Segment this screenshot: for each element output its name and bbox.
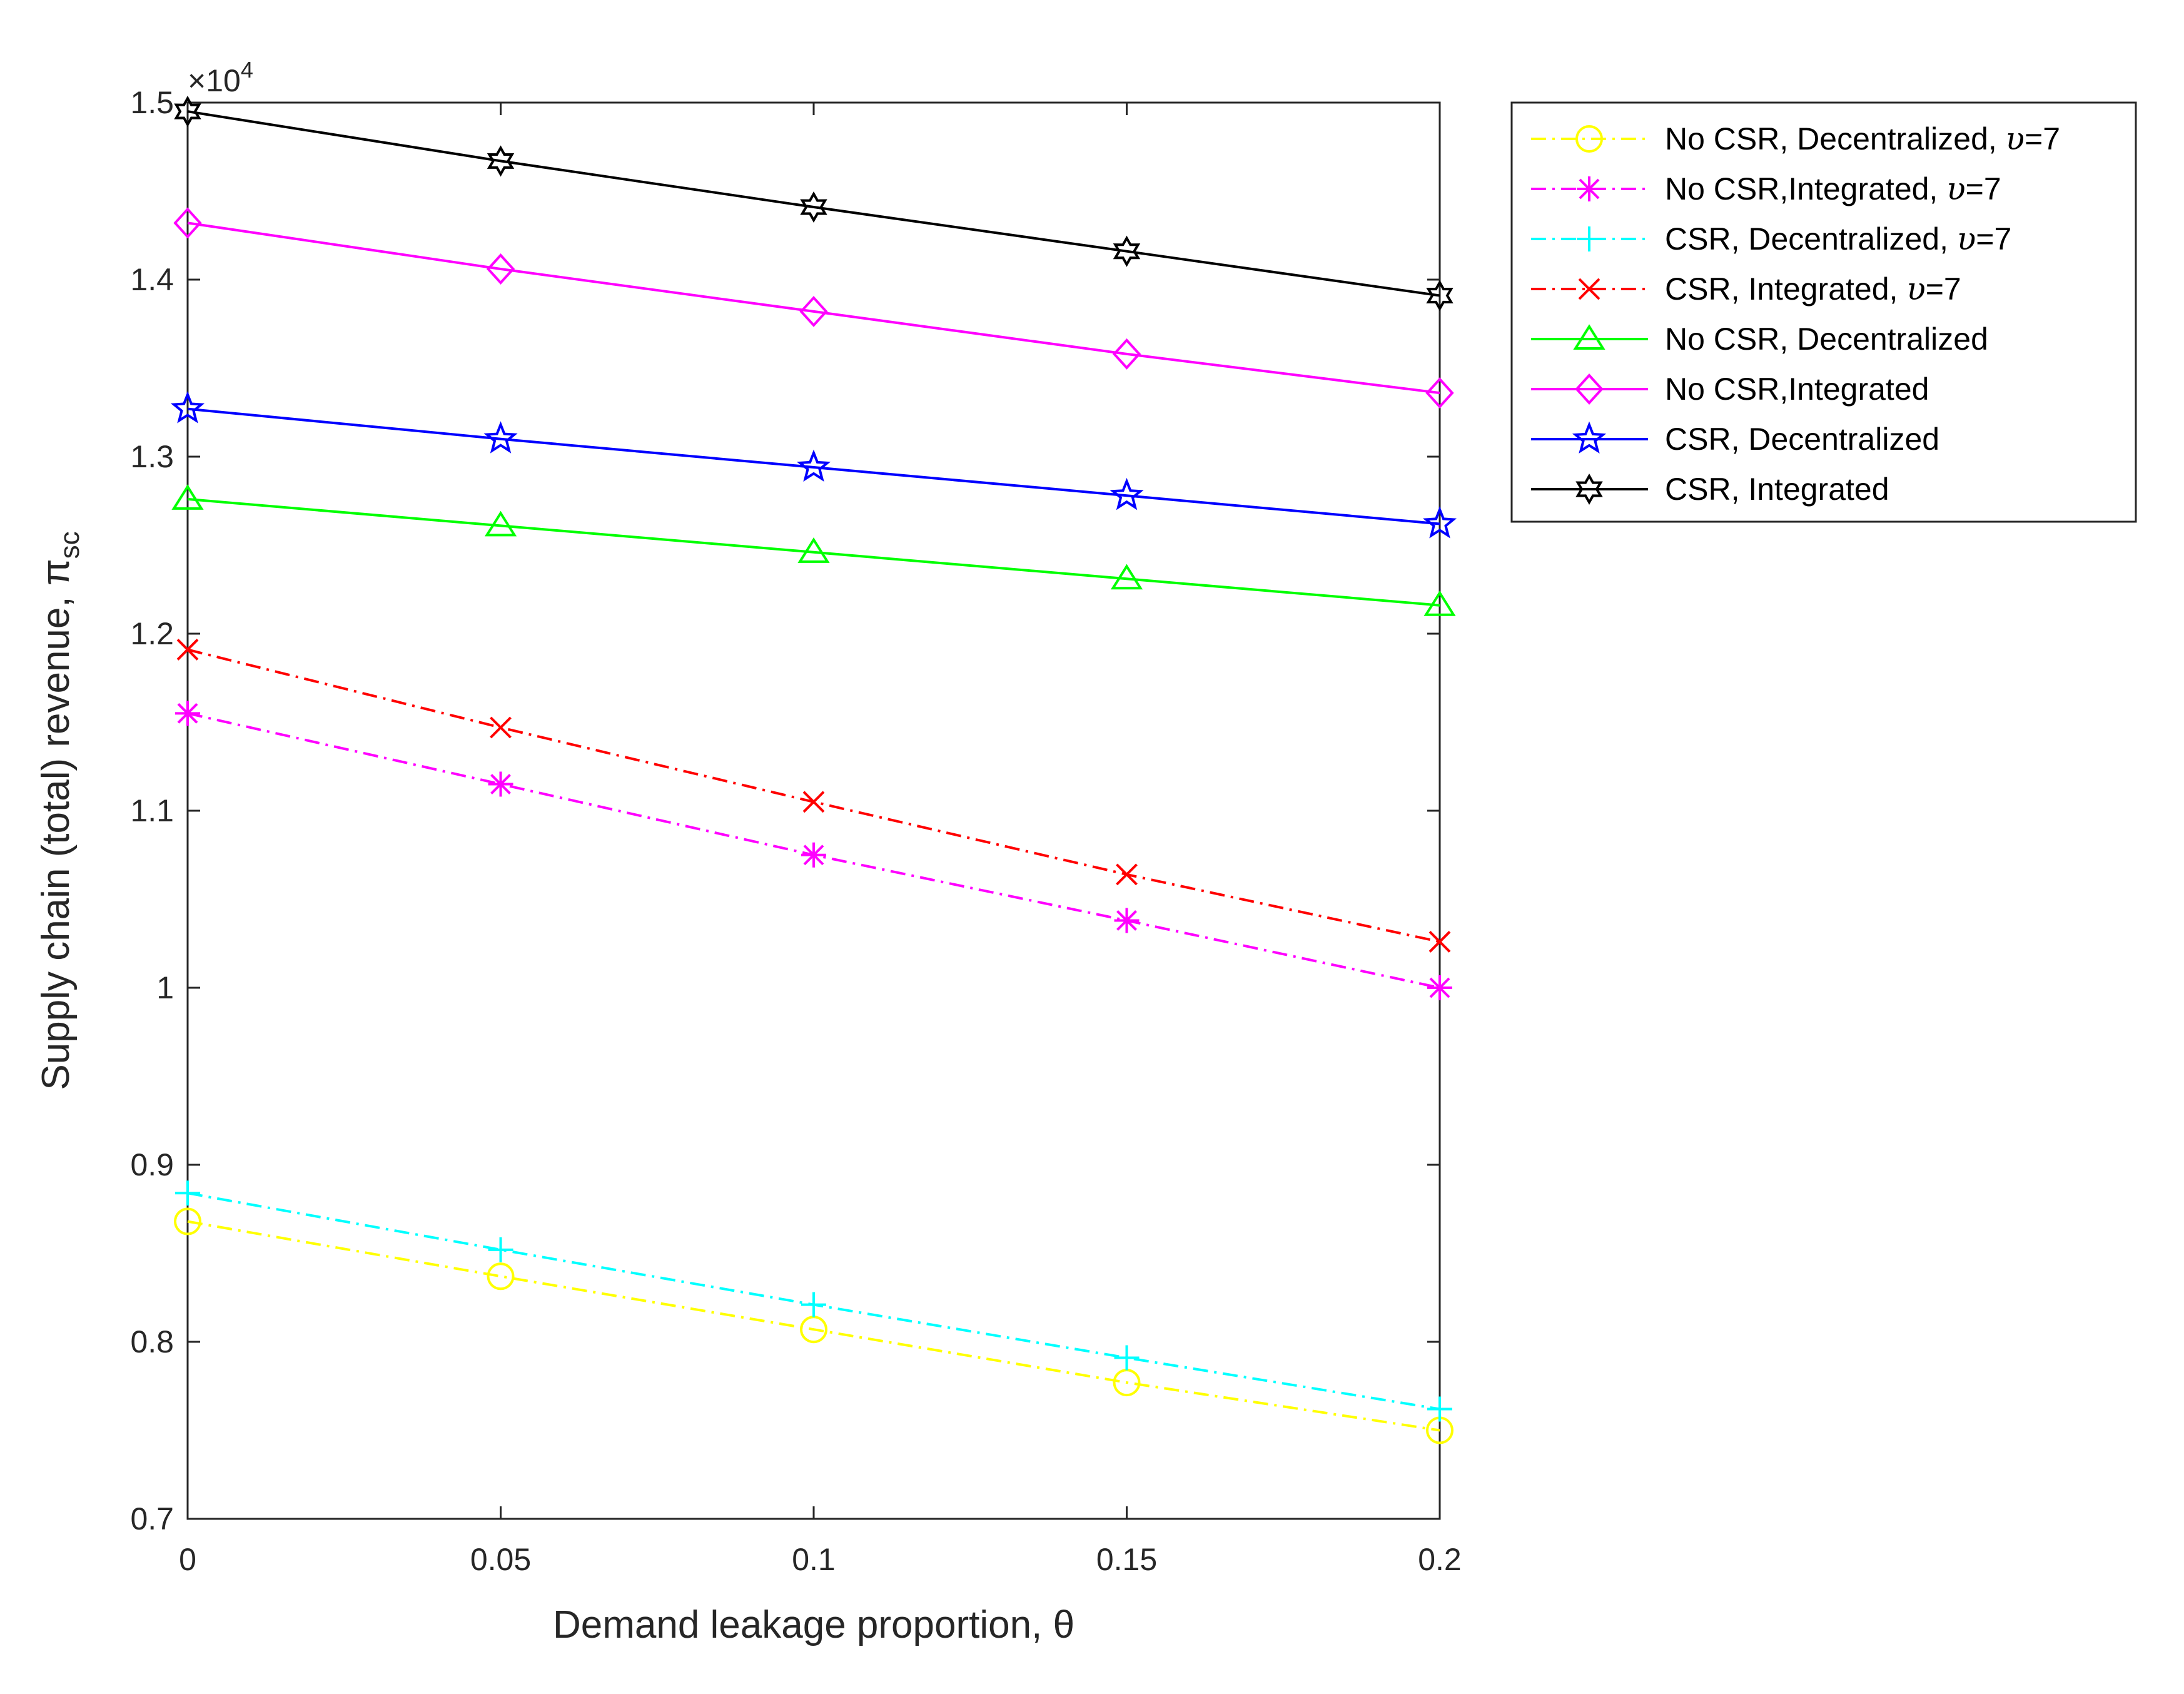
data-point bbox=[488, 1237, 513, 1262]
y-tick-label: 1.1 bbox=[130, 793, 174, 828]
data-point bbox=[799, 295, 828, 327]
data-point bbox=[1422, 506, 1457, 539]
series-6 bbox=[170, 391, 1457, 539]
legend-label: CSR, Decentralized bbox=[1665, 422, 1939, 457]
data-point bbox=[801, 842, 826, 868]
legend-box bbox=[1510, 101, 2137, 523]
data-point bbox=[1113, 235, 1141, 267]
x-tick-label: 0.15 bbox=[1096, 1542, 1157, 1577]
data-point bbox=[1427, 1396, 1452, 1422]
series-5 bbox=[173, 207, 1454, 409]
data-point bbox=[1427, 975, 1452, 1000]
data-point bbox=[1423, 590, 1456, 616]
legend-marker bbox=[1577, 176, 1602, 201]
data-point bbox=[490, 716, 512, 739]
series-0 bbox=[174, 1207, 1453, 1444]
legend-marker bbox=[1575, 373, 1604, 405]
series-line bbox=[187, 1220, 1440, 1432]
plot-area bbox=[186, 101, 1441, 1520]
data-point bbox=[175, 1180, 200, 1206]
data-point bbox=[486, 253, 515, 285]
legend-marker bbox=[1578, 278, 1600, 300]
y-tick-label: 1.3 bbox=[130, 439, 174, 474]
legend-label: CSR, Integrated bbox=[1665, 472, 1889, 507]
legend-item: CSR, Integrated, υ=7 bbox=[1531, 271, 1961, 307]
x-tick-label: 0.1 bbox=[792, 1542, 836, 1577]
data-point bbox=[1428, 931, 1451, 953]
legend-item: CSR, Decentralized bbox=[1531, 421, 1939, 457]
y-exponent-label: ×104 bbox=[188, 57, 253, 98]
series-1 bbox=[175, 701, 1452, 1000]
series-line bbox=[187, 407, 1440, 525]
legend-marker bbox=[1575, 125, 1603, 153]
data-point bbox=[1110, 477, 1144, 510]
y-tick-label: 0.7 bbox=[130, 1501, 174, 1536]
legend-label: CSR, Integrated, υ=7 bbox=[1665, 271, 1961, 307]
legend-marker bbox=[1573, 324, 1605, 350]
data-point bbox=[800, 191, 827, 223]
y-tick-label: 1.4 bbox=[130, 262, 174, 297]
data-point bbox=[175, 701, 200, 726]
data-point bbox=[801, 1292, 826, 1317]
legend-label: No CSR, Decentralized bbox=[1665, 322, 1988, 357]
y-axis-label: Supply chain (total) revenue, πsc bbox=[34, 531, 85, 1090]
y-tick-label: 1 bbox=[156, 970, 174, 1005]
data-point bbox=[1426, 280, 1453, 312]
x-tick-label: 0.2 bbox=[1418, 1542, 1462, 1577]
data-point bbox=[802, 791, 825, 813]
series-2 bbox=[175, 1180, 1452, 1422]
data-point bbox=[1112, 338, 1141, 370]
data-point bbox=[1114, 1345, 1140, 1371]
series-4 bbox=[171, 484, 1456, 616]
legend-marker bbox=[1575, 473, 1603, 505]
data-point bbox=[176, 639, 199, 661]
legend-item: CSR, Integrated bbox=[1531, 472, 1889, 507]
data-point bbox=[1116, 863, 1138, 886]
legend-item: No CSR, Decentralized bbox=[1531, 322, 1988, 357]
series-3 bbox=[176, 639, 1451, 953]
series-layer bbox=[170, 96, 1457, 1444]
legend-item: No CSR,Integrated bbox=[1531, 372, 1929, 407]
series-line bbox=[187, 110, 1440, 297]
data-point bbox=[170, 391, 205, 424]
series-line bbox=[187, 497, 1440, 607]
data-point bbox=[1114, 908, 1140, 933]
data-point bbox=[171, 484, 204, 510]
y-tick-label: 0.8 bbox=[130, 1324, 174, 1359]
y-tick-label: 1.5 bbox=[130, 85, 174, 120]
legend-item: No CSR,Integrated, υ=7 bbox=[1531, 171, 2001, 207]
data-point bbox=[796, 449, 831, 482]
data-point bbox=[487, 145, 515, 177]
x-axis-label: Demand leakage proportion, θ bbox=[553, 1603, 1074, 1646]
x-ticks: 0 0.05 0.1 0.15 0.2 bbox=[179, 103, 1462, 1577]
data-point bbox=[484, 510, 517, 537]
legend-label: No CSR, Decentralized, υ=7 bbox=[1665, 121, 2060, 157]
data-point bbox=[1425, 377, 1454, 409]
legend-item: CSR, Decentralized, υ=7 bbox=[1531, 221, 2011, 257]
data-point bbox=[797, 537, 830, 563]
y-tick-label: 1.2 bbox=[130, 616, 174, 651]
x-tick-label: 0.05 bbox=[470, 1542, 531, 1577]
data-point bbox=[488, 771, 513, 797]
legend-marker bbox=[1572, 421, 1607, 454]
legend-item: No CSR, Decentralized, υ=7 bbox=[1531, 121, 2060, 157]
legend-marker bbox=[1577, 226, 1602, 251]
legend-label: CSR, Decentralized, υ=7 bbox=[1665, 221, 2011, 257]
legend-label: No CSR,Integrated, υ=7 bbox=[1665, 171, 2001, 207]
x-tick-label: 0 bbox=[179, 1542, 196, 1577]
y-ticks: 0.7 0.8 0.9 1 1.1 1.2 1.3 1.4 1.5 bbox=[130, 85, 1440, 1536]
legend: No CSR, Decentralized, υ=7 No CSR,Integra… bbox=[1510, 101, 2137, 523]
data-point bbox=[174, 1207, 201, 1235]
series-7 bbox=[174, 96, 1453, 312]
series-line bbox=[187, 221, 1440, 395]
data-point bbox=[487, 1262, 515, 1291]
data-point bbox=[173, 207, 202, 239]
data-point bbox=[174, 96, 201, 128]
y-tick-label: 0.9 bbox=[130, 1147, 174, 1182]
legend-label: No CSR,Integrated bbox=[1665, 372, 1929, 407]
data-point bbox=[1110, 564, 1143, 590]
data-point bbox=[483, 421, 518, 454]
